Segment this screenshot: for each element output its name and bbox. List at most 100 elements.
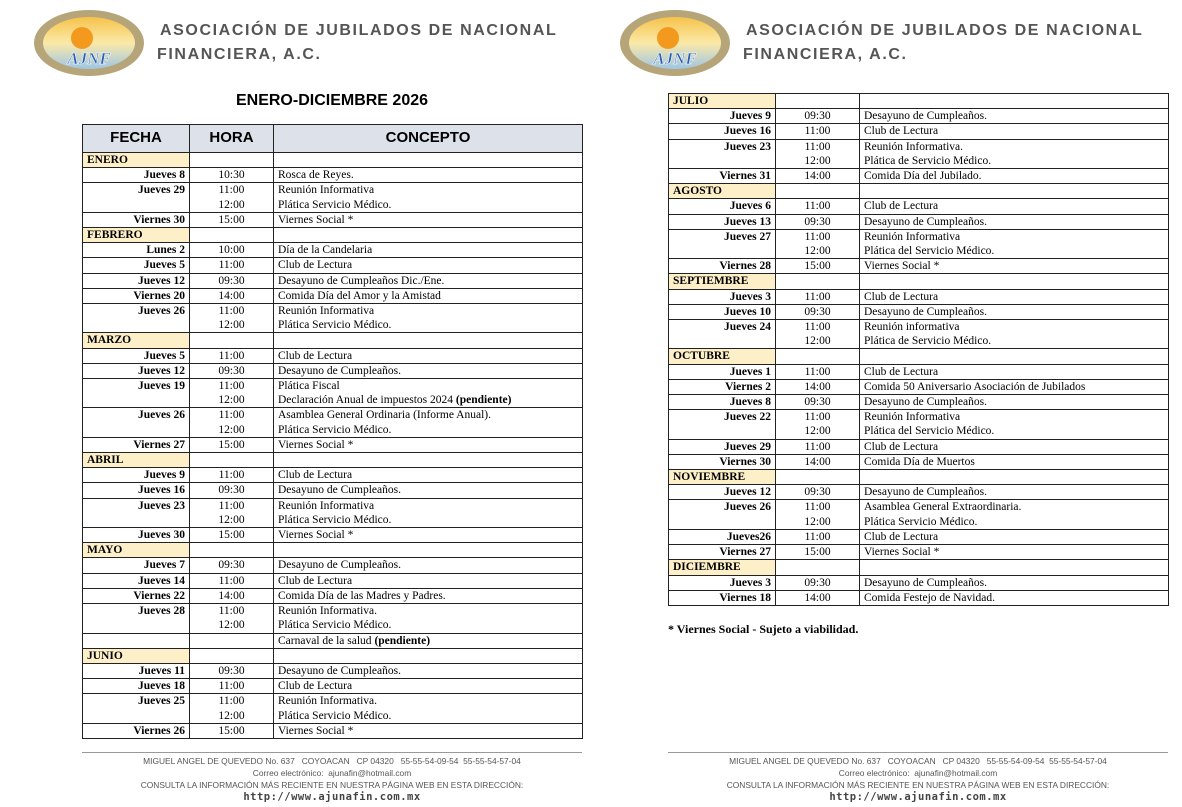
org-name: FINANCIERA, A.C. [157, 46, 322, 63]
event-times: 14:00 [775, 378, 860, 396]
event-time: 14:00 [804, 170, 831, 183]
event-concepts: Desayuno de Cumpleaños. [273, 482, 583, 499]
event-time: 12:00 [218, 709, 245, 722]
footer-address: MIGUEL ANGEL DE QUEVEDO No. 637 COYOACAN… [729, 756, 1107, 766]
event-times: 11:00 12:00 [775, 499, 860, 530]
event-concept: Comida Día del Amor y la Amistad [278, 289, 441, 302]
event-concepts: Comida Día de Muertos [859, 453, 1169, 471]
event-times: 11:00 [775, 363, 860, 380]
logo-text: AJNF [66, 49, 111, 68]
event-times: 14:00 [189, 587, 274, 605]
event-times: 14:00 [775, 453, 860, 471]
event-concepts: Comida Día del Jubilado. [859, 168, 1169, 185]
event-date: Jueves 30 [82, 527, 190, 544]
event-date: Jueves 29 [668, 438, 776, 455]
event-concept: Día de la Candelaria [278, 244, 373, 257]
event-time: 12:00 [218, 423, 245, 436]
event-date: Viernes 28 [668, 258, 776, 275]
month-name: SEPTIEMBRE [668, 273, 776, 290]
event-time: 15:00 [218, 724, 245, 737]
event-concept: Plática Fiscal [278, 380, 340, 393]
event-date: Jueves 13 [668, 213, 776, 230]
event-row: Jueves 8 09:30 Desayuno de Cumpleaños. [668, 394, 1169, 411]
event-concept: Plática Servicio Médico. [278, 423, 392, 436]
event-concept: Club de Lectura [864, 290, 939, 303]
footer-email: Correo electrónico: ajunafin@hotmail.com [838, 768, 998, 778]
page: AJNF ASOCIACIÓN DE JUBILADOS DE NACIONAL F… [586, 0, 1177, 807]
event-times: 11:00 12:00 [189, 603, 274, 634]
event-times: 15:00 [775, 258, 860, 275]
event-concepts: Comida Día de las Madres y Padres. [273, 587, 583, 605]
event-concept: Viernes Social * [864, 546, 940, 559]
event-date: Jueves 1 [668, 363, 776, 380]
event-concepts: Reunión Informativa. Plática Servicio Méd… [273, 603, 583, 634]
cell [775, 559, 860, 576]
month-row: AGOSTO [668, 183, 1169, 200]
event-concept: Plática del Servicio Médico. [864, 425, 995, 438]
event-time: 11:00 [804, 290, 831, 303]
event-time: 12:00 [804, 425, 831, 438]
event-row: Jueves 16 09:30 Desayuno de Cumpleaños. [82, 482, 583, 499]
event-concepts: Reunión Informativa Plática del Servicio … [859, 228, 1169, 260]
month-row: FEBRERO [82, 227, 583, 244]
event-times: 11:00 12:00 [189, 303, 274, 334]
cell [859, 273, 1169, 290]
event-row: Viernes 31 14:00 Comida Día del Jubilado. [668, 168, 1169, 185]
event-time: 15:00 [218, 438, 245, 451]
event-times: 15:00 [189, 527, 274, 544]
event-concepts: Reunión Informativa. Plática de Servicio … [859, 138, 1169, 170]
event-row: Jueves 5 11:00 Club de Lectura [82, 257, 583, 274]
event-concept: Carnaval de la salud (pendiente) [278, 634, 578, 648]
event-time: 09:30 [804, 486, 831, 499]
event-concept: Asamblea General Ordinaria (Informe Anua… [278, 409, 491, 422]
event-date: Viernes 27 [668, 544, 776, 561]
footer-consult: CONSULTA LA INFORMACIÓN MÁS RECIENTE EN … [140, 780, 524, 790]
event-times: 11:00 12:00 [775, 228, 860, 260]
event-date: Jueves 5 [82, 347, 190, 364]
cell [859, 348, 1169, 365]
event-row: Jueves 13 09:30 Desayuno de Cumpleaños. [668, 213, 1169, 230]
month-name: ENERO [82, 151, 190, 169]
event-times: 11:00 12:00 [189, 693, 274, 724]
footer-address: MIGUEL ANGEL DE QUEVEDO No. 637 COYOACAN… [143, 756, 521, 766]
event-times: 11:00 12:00 [189, 378, 274, 409]
event-row: Jueves 9 11:00 Club de Lectura [82, 467, 583, 484]
event-concept: Plática Servicio Médico. [864, 515, 978, 528]
event-concept: Desayuno de Cumpleaños. [278, 559, 401, 572]
event-time: 14:00 [218, 289, 245, 302]
event-time: 09:30 [218, 364, 245, 377]
event-row: Jueves 11 09:30 Desayuno de Cumpleaños. [82, 662, 583, 680]
event-concept: Club de Lectura [278, 680, 353, 693]
event-time: 12:00 [218, 619, 245, 632]
event-row: Jueves 19 11:00 12:00 Plática Fiscal Declara… [82, 378, 583, 409]
event-times: 09:30 [775, 213, 860, 230]
event-concept: Club de Lectura [278, 574, 353, 587]
event-times: 11:00 [775, 528, 860, 546]
event-row: Jueves 7 09:30 Desayuno de Cumpleaños. [82, 557, 583, 574]
cell [273, 151, 583, 169]
event-concepts: Viernes Social * [273, 211, 583, 229]
cell [189, 227, 274, 244]
event-concept: Desayuno de Cumpleaños. [864, 305, 987, 318]
event-date: Lunes 2 [82, 242, 190, 259]
month-row: DICIEMBRE [668, 559, 1169, 576]
event-concept: Desayuno de Cumpleaños. [864, 110, 987, 123]
event-concepts: Plática Fiscal Declaración Anual de impue… [273, 378, 583, 409]
event-row: Jueves 29 11:00 12:00 Reunión Informativa Pl… [82, 182, 583, 213]
footer-email: Correo electrónico: ajunafin@hotmail.com [252, 768, 412, 778]
event-time: 11:00 [218, 469, 245, 482]
event-row: Jueves 5 11:00 Club de Lectura [82, 347, 583, 364]
org-name: FINANCIERA, A.C. [743, 46, 908, 63]
event-concept: Plática Servicio Médico. [278, 319, 392, 332]
event-time: 11:00 [804, 530, 831, 543]
event-time: 14:00 [804, 380, 831, 393]
event-concept: Plática Servicio Médico. [278, 619, 392, 632]
event-concept: Comida Día de las Madres y Padres. [278, 589, 446, 602]
event-date: Jueves 9 [82, 467, 190, 484]
event-concept: Reunión Informativa [278, 305, 375, 318]
event-concept: Plática Servicio Médico. [278, 198, 392, 211]
event-concept: Club de Lectura [278, 469, 353, 482]
event-concept: Desayuno de Cumpleaños. [864, 486, 987, 499]
cell [775, 183, 860, 200]
event-time: 09:30 [218, 274, 245, 287]
